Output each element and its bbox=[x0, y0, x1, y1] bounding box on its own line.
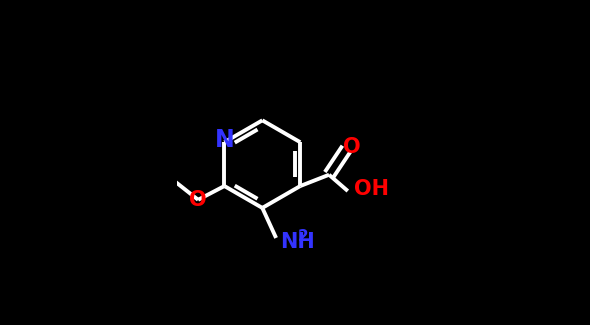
Text: O: O bbox=[189, 190, 207, 210]
Text: 2: 2 bbox=[297, 229, 309, 244]
Text: O: O bbox=[343, 137, 361, 157]
Text: NH: NH bbox=[281, 232, 315, 252]
Text: OH: OH bbox=[354, 179, 389, 199]
Text: N: N bbox=[215, 128, 234, 152]
